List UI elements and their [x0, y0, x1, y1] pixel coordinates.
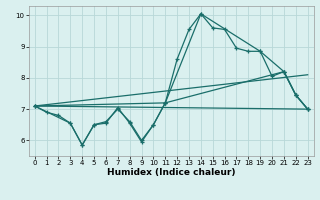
- X-axis label: Humidex (Indice chaleur): Humidex (Indice chaleur): [107, 168, 236, 177]
